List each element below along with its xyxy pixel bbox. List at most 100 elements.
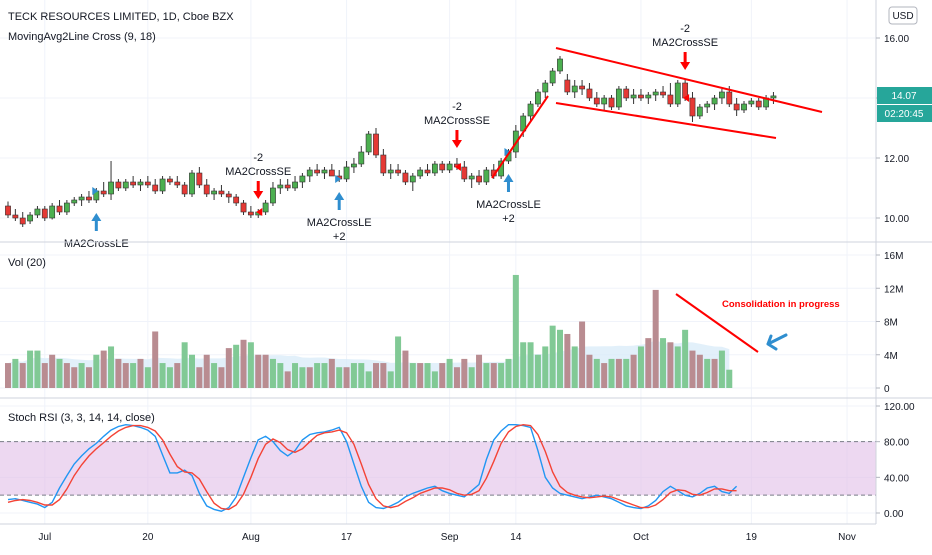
volume-bar [56, 358, 63, 388]
countdown-tag [877, 105, 932, 122]
candle-body [71, 199, 78, 204]
buy-signal-label: MA2CrossLE [64, 238, 129, 250]
blue-pointer-arrow-icon [766, 333, 788, 351]
candle-body [137, 181, 144, 186]
candle-body [557, 58, 563, 72]
currency-label: USD [892, 11, 913, 22]
volume-bar [424, 363, 431, 388]
candle-body [225, 193, 232, 198]
volume-bar [350, 363, 357, 388]
volume-bar [196, 367, 203, 388]
candle-body [586, 88, 593, 99]
stoch-tick-label: 80.00 [884, 438, 909, 449]
sell-arrow-icon [253, 181, 264, 199]
volume-bar [284, 371, 291, 388]
volume-bar [71, 367, 78, 388]
volume-bar [608, 358, 615, 388]
candle-body [181, 184, 188, 195]
volume-trend-line [675, 293, 759, 353]
time-tick-label: 14 [510, 532, 522, 543]
candle-body [306, 169, 313, 177]
time-tick-label: 17 [341, 532, 353, 543]
candle-body [615, 88, 622, 108]
candle-body [203, 184, 210, 195]
candle-body [63, 202, 70, 213]
sell-signal-qty: -2 [680, 23, 690, 35]
channel-lower-line [555, 102, 777, 139]
volume-bar [85, 367, 92, 388]
candle-body [144, 181, 151, 186]
volume-bar [520, 342, 527, 388]
volume-bar [564, 333, 571, 388]
candle-body [542, 82, 549, 93]
candle-body [358, 151, 365, 165]
buy-arrow-icon [91, 213, 102, 231]
candle-body [196, 172, 203, 186]
time-tick-label: Nov [838, 532, 856, 543]
volume-bar [373, 363, 379, 388]
candle-body [755, 100, 762, 108]
stoch-title: Stoch RSI (3, 3, 14, 14, close) [8, 412, 155, 424]
candle-body [535, 91, 541, 105]
volume-bars [5, 274, 733, 388]
candle-body [5, 205, 11, 216]
volume-bar [78, 363, 85, 388]
candle-body [726, 91, 733, 105]
stoch-tick-label: 0.00 [884, 509, 904, 520]
candle-body [395, 169, 401, 174]
candle-body [167, 178, 173, 183]
volume-bar [358, 363, 365, 388]
candle-body [19, 217, 26, 225]
time-tick-label: Aug [242, 532, 260, 543]
buy-signal-qty: +2 [502, 213, 515, 225]
volume-bar [571, 346, 578, 388]
candle-body [719, 91, 725, 99]
candle-body [49, 205, 56, 219]
sell-signal-label: MA2CrossSE [652, 37, 718, 49]
volume-bar [166, 367, 173, 388]
candle-body [174, 181, 181, 186]
candle-body [741, 103, 747, 111]
candle-body [34, 208, 41, 216]
candle-body [373, 133, 379, 156]
buy-signal-label: MA2CrossLE [476, 199, 541, 211]
candle-body [704, 103, 711, 108]
volume-bar [476, 354, 483, 388]
buy-marker-icon [335, 175, 342, 183]
candle-body [748, 100, 755, 105]
volume-bar [674, 346, 681, 388]
candle-body [476, 175, 482, 183]
volume-bar [461, 358, 468, 388]
annotations [491, 47, 823, 353]
volume-bar [512, 274, 519, 388]
candle-body [689, 97, 696, 117]
volume-bar [262, 354, 269, 388]
candle-body [439, 163, 446, 171]
candle-body [122, 181, 129, 189]
volume-bar [682, 329, 689, 388]
candle-body [623, 88, 630, 99]
volume-bar [549, 325, 556, 388]
volume-bar [27, 350, 34, 388]
volume-bar [181, 342, 188, 388]
volume-bar [534, 354, 541, 388]
volume-tick-label: 16M [884, 251, 903, 262]
candle-body [549, 70, 556, 84]
sell-marker-icon [454, 163, 461, 171]
candle-body [424, 169, 431, 174]
volume-bar [93, 354, 100, 388]
candle-body [608, 97, 615, 108]
stoch-band-fill [0, 441, 876, 496]
currency-badge[interactable] [888, 6, 918, 25]
volume-bar [527, 342, 534, 388]
volume-bar [122, 363, 129, 388]
signals: MA2CrossLE MA2CrossSE -2 MA2CrossLE +2 MA2Cro… [64, 23, 718, 250]
candle-body [86, 196, 92, 201]
volume-bar [696, 354, 703, 388]
volume-bar [159, 363, 166, 388]
volume-bar [34, 350, 41, 388]
volume-bar [218, 367, 225, 388]
stoch-k-line [7, 423, 738, 512]
candle-body [660, 91, 666, 96]
